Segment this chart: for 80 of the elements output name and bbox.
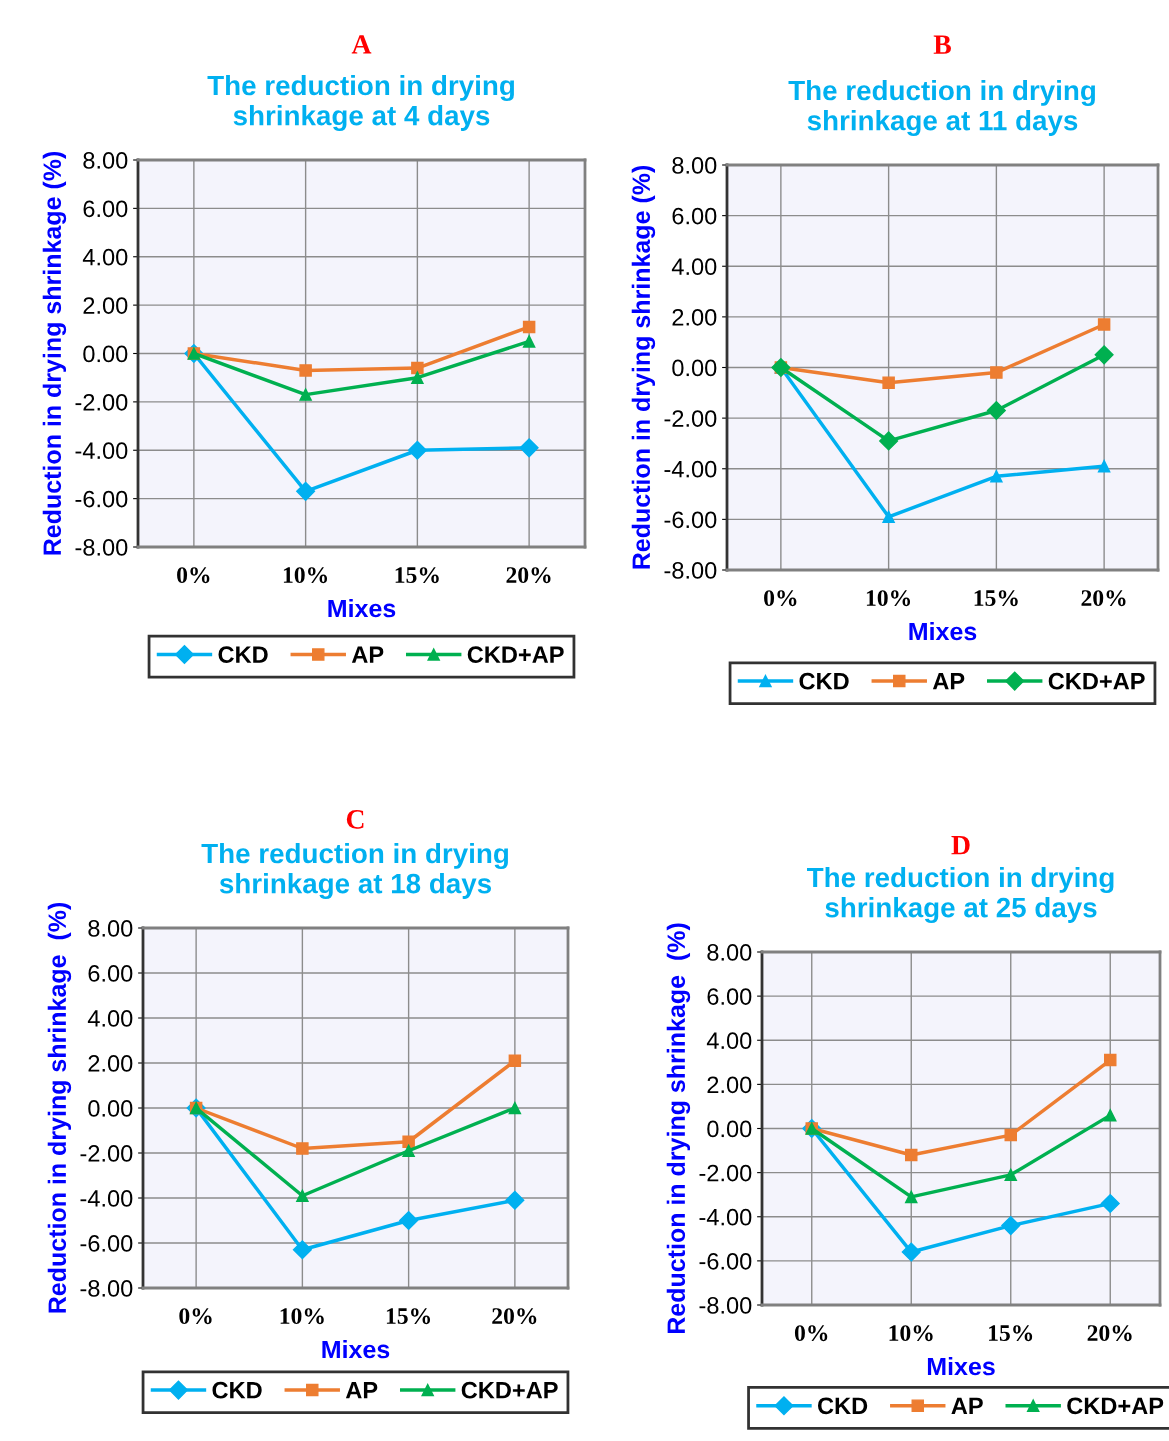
x-tick-label: 20% [1087, 1325, 1132, 1342]
legend-label: CKD [799, 672, 849, 690]
y-tick-label: -8.00 [699, 1297, 752, 1314]
y-tick-label: -4.00 [664, 460, 717, 478]
chart-title: The reduction in drying shrinkage at 11 days [788, 79, 1095, 137]
chart-title: The reduction in drying shrinkage at 18 days [201, 842, 508, 900]
y-tick-label: 2.00 [707, 1076, 752, 1094]
y-tick-label: -2.00 [699, 1164, 752, 1182]
y-tick-label: 4.00 [82, 248, 128, 266]
y-tick-label: -2.00 [80, 1145, 133, 1162]
chart-title: The reduction in drying shrinkage at 25 days [807, 866, 1114, 924]
y-tick-label: -6.00 [699, 1252, 752, 1270]
y-tick-label: 8.00 [707, 944, 752, 961]
text: B [933, 35, 951, 54]
x-tick-label: 10% [866, 590, 911, 607]
y-tick-label: 6.00 [672, 207, 717, 225]
y-tick-label: 8.00 [672, 157, 717, 174]
x-tick-label: 15% [386, 1308, 431, 1325]
y-tick-label: 4.00 [671, 258, 717, 276]
legend-label: CKD [817, 1397, 868, 1415]
legend-label: CKD+AP [1067, 1397, 1164, 1415]
y-axis-title: Reduction in drying shrinkage (%) [47, 902, 72, 1313]
x-tick-label: 20% [492, 1308, 537, 1325]
x-tick-label: 20% [1081, 590, 1126, 607]
x-axis-title: Mixes [909, 621, 977, 641]
y-tick-label: -6.00 [75, 490, 128, 508]
text: A [351, 35, 372, 54]
y-tick-label: -8.00 [80, 1280, 133, 1297]
y-tick-label: -6.00 [80, 1235, 133, 1252]
y-tick-label: -8.00 [75, 539, 128, 556]
x-tick-label: 0% [179, 1308, 212, 1325]
y-tick-label: -2.00 [75, 393, 128, 411]
y-tick-label: -4.00 [80, 1190, 133, 1207]
x-tick-label: 0% [177, 567, 210, 584]
y-axis-title: Reduction in drying shrinkage (%) [666, 923, 691, 1334]
y-tick-label: 2.00 [83, 297, 128, 314]
legend-label: CKD+AP [461, 1381, 558, 1399]
legend-label: AP [932, 673, 965, 690]
x-axis-title: Mixes [322, 1339, 390, 1359]
y-tick-label: 4.00 [87, 1010, 133, 1027]
text: D [951, 836, 970, 855]
x-tick-label: 0% [794, 1325, 828, 1342]
x-axis-title: Mixes [927, 1356, 995, 1376]
x-tick-label: 0% [764, 590, 797, 607]
y-tick-label: 6.00 [707, 988, 752, 1005]
legend-label: CKD [218, 646, 268, 663]
y-tick-label: 0.00 [672, 359, 717, 377]
legend-label: AP [951, 1397, 983, 1414]
y-tick-label: 6.00 [88, 965, 133, 982]
y-tick-label: 4.00 [706, 1032, 752, 1050]
x-axis-title: Mixes [328, 598, 396, 618]
legend-label: CKD+AP [1048, 672, 1145, 690]
y-tick-label: -4.00 [699, 1208, 752, 1226]
y-tick-label: 2.00 [672, 308, 717, 326]
x-tick-label: 15% [974, 590, 1018, 607]
x-tick-label: 15% [395, 567, 439, 584]
x-tick-label: 10% [283, 567, 328, 584]
legend-label: CKD+AP [467, 646, 564, 663]
x-tick-label: 10% [280, 1308, 324, 1325]
legend-label: AP [345, 1382, 378, 1399]
y-tick-label: -8.00 [664, 562, 717, 579]
y-tick-label: -2.00 [664, 410, 717, 427]
y-tick-label: 0.00 [707, 1120, 752, 1138]
y-axis-title: Reduction in drying shrinkage (%) [42, 151, 67, 555]
y-tick-label: 2.00 [88, 1055, 133, 1072]
x-tick-label: 20% [506, 567, 551, 584]
y-tick-label: -6.00 [664, 511, 717, 529]
y-axis-title: Reduction in drying shrinkage (%) [631, 165, 656, 569]
y-tick-label: 0.00 [88, 1100, 133, 1117]
legend-label: CKD [212, 1381, 262, 1399]
y-tick-label: 8.00 [88, 920, 133, 937]
y-tick-label: 0.00 [83, 345, 128, 363]
x-tick-label: 15% [989, 1325, 1033, 1342]
text: C [346, 810, 364, 829]
y-tick-label: 8.00 [83, 152, 128, 169]
chart-title: The reduction in drying shrinkage at 4 days [207, 74, 514, 132]
x-tick-label: 10% [889, 1325, 933, 1342]
legend-label: AP [351, 646, 384, 663]
y-tick-label: -4.00 [75, 442, 128, 460]
y-tick-label: 6.00 [83, 200, 128, 218]
